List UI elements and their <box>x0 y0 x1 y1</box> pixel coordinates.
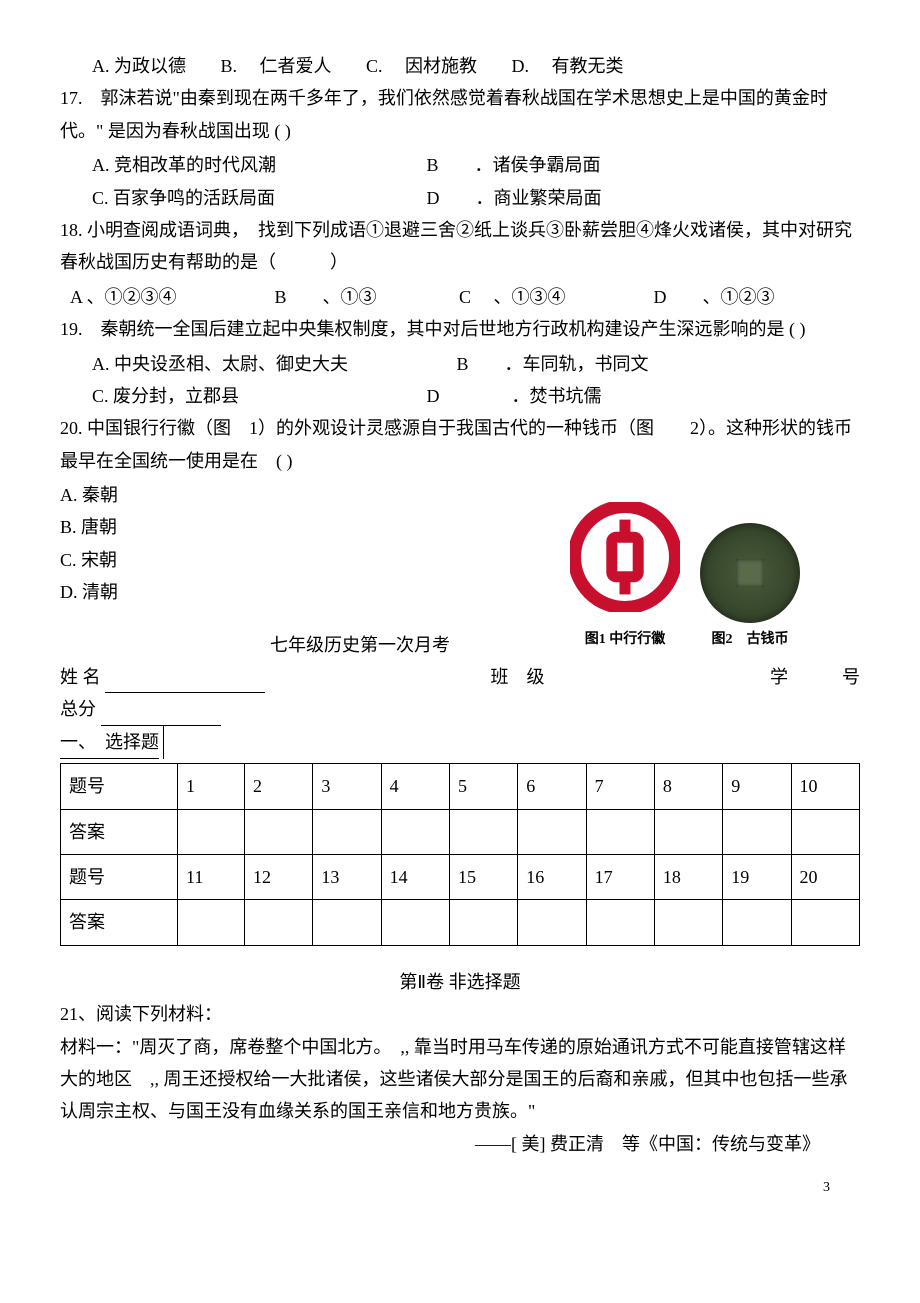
answer-sheet-table: 题号 1 2 3 4 5 6 7 8 9 10 答案 题号 11 12 13 1… <box>60 763 860 946</box>
section2-title: 第Ⅱ卷 非选择题 <box>60 966 860 998</box>
q18-option-b: B 、①③ <box>275 281 425 313</box>
student-info: 姓 名 班 级 学 号 <box>60 661 860 693</box>
q17: 17. 郭沫若说"由秦到现在两千多年了，我们依然感觉着春秋战国在学术思想史上是中… <box>60 82 860 147</box>
table-row: 题号 11 12 13 14 15 16 17 18 19 20 <box>61 854 860 899</box>
table-row: 题号 1 2 3 4 5 6 7 8 9 10 <box>61 764 860 809</box>
row1-label: 题号 <box>61 764 178 809</box>
q19-option-a: A. 中央设丞相、太尉、御史大夫 <box>92 348 422 380</box>
q17-text: 17. 郭沫若说"由秦到现在两千多年了，我们依然感觉着春秋战国在学术思想史上是中… <box>60 88 828 140</box>
class-field: 班 级 <box>491 661 545 693</box>
q16-option-d: D. 有教无类 <box>512 50 624 82</box>
table-row: 答案 <box>61 809 860 854</box>
q16-options: A. 为政以德 B. 仁者爱人 C. 因材施教 D. 有教无类 <box>60 50 860 82</box>
q21: 21、阅读下列材料： 材料一："周灭了商，席卷整个中国北方。 ,, 靠当时用马车… <box>60 998 860 1160</box>
img2-block: 图2 古钱币 <box>700 523 800 652</box>
ancient-coin-icon <box>700 523 800 623</box>
q19-options: A. 中央设丞相、太尉、御史大夫 B ．车同轨，书同文 C. 废分封，立郡县 D… <box>60 348 860 413</box>
id-field: 学 号 <box>770 661 860 693</box>
q18-option-a: A 、①②③④ <box>70 281 240 313</box>
section1-title: 一、 选择题 <box>60 726 159 759</box>
img1-block: 图1 中行行徽 <box>570 502 680 652</box>
q16-option-b: B. 仁者爱人 <box>221 50 332 82</box>
q20: 20. 中国银行行徽（图 1）的外观设计灵感源自于我国古代的一种钱币（图 2）。… <box>60 412 860 477</box>
q18: 18. 小明查阅成语词典， 找到下列成语①退避三舍②纸上谈兵③卧薪尝胆④烽火戏诸… <box>60 214 860 279</box>
q17-option-c: C. 百家争鸣的活跃局面 <box>92 182 392 214</box>
img1-caption: 图1 中行行徽 <box>570 627 680 652</box>
name-field: 姓 名 <box>60 661 265 693</box>
q19-text: 19. 秦朝统一全国后建立起中央集权制度，其中对后世地方行政机构建设产生深远影响… <box>60 319 805 339</box>
q18-text: 18. 小明查阅成语词典， 找到下列成语①退避三舍②纸上谈兵③卧薪尝胆④烽火戏诸… <box>60 220 852 272</box>
page-number: 3 <box>823 1175 830 1200</box>
q17-option-d: D ．商业繁荣局面 <box>427 182 602 214</box>
q18-options: A 、①②③④ B 、①③ C 、①③④ D 、①②③ <box>60 281 860 313</box>
q19: 19. 秦朝统一全国后建立起中央集权制度，其中对后世地方行政机构建设产生深远影响… <box>60 313 860 345</box>
table-row: 答案 <box>61 900 860 945</box>
q18-option-d: D 、①②③ <box>654 281 775 313</box>
q19-option-b: B ．车同轨，书同文 <box>457 348 649 380</box>
q19-option-c: C. 废分封，立郡县 <box>92 380 392 412</box>
img2-caption: 图2 古钱币 <box>700 627 800 652</box>
q20-images: 图1 中行行徽 图2 古钱币 <box>570 502 800 652</box>
q16-option-c: C. 因材施教 <box>366 50 477 82</box>
total-blank[interactable] <box>101 703 221 726</box>
q20-text: 20. 中国银行行徽（图 1）的外观设计灵感源自于我国古代的一种钱币（图 2）。… <box>60 418 852 470</box>
q17-options: A. 竞相改革的时代风潮 B ．诸侯争霸局面 C. 百家争鸣的活跃局面 D ．商… <box>60 149 860 214</box>
q18-option-c: C 、①③④ <box>459 281 619 313</box>
bank-of-china-logo-icon <box>570 502 680 612</box>
q21-source: ——[ 美] 费正清 等《中国：传统与变革》 <box>60 1128 860 1160</box>
row2-ans-label: 答案 <box>61 900 178 945</box>
q16-option-a: A. 为政以德 <box>92 50 186 82</box>
total-field: 总分 <box>60 693 860 725</box>
q21-material1: 材料一："周灭了商，席卷整个中国北方。 ,, 靠当时用马车传递的原始通讯方式不可… <box>60 1031 860 1128</box>
q19-option-d: D ．焚书坑儒 <box>427 380 602 412</box>
q17-option-b: B ．诸侯争霸局面 <box>427 149 601 181</box>
row2-label: 题号 <box>61 854 178 899</box>
q17-option-a: A. 竞相改革的时代风潮 <box>92 149 392 181</box>
name-blank[interactable] <box>105 670 265 693</box>
q21-text: 21、阅读下列材料： <box>60 998 860 1030</box>
row1-ans-label: 答案 <box>61 809 178 854</box>
